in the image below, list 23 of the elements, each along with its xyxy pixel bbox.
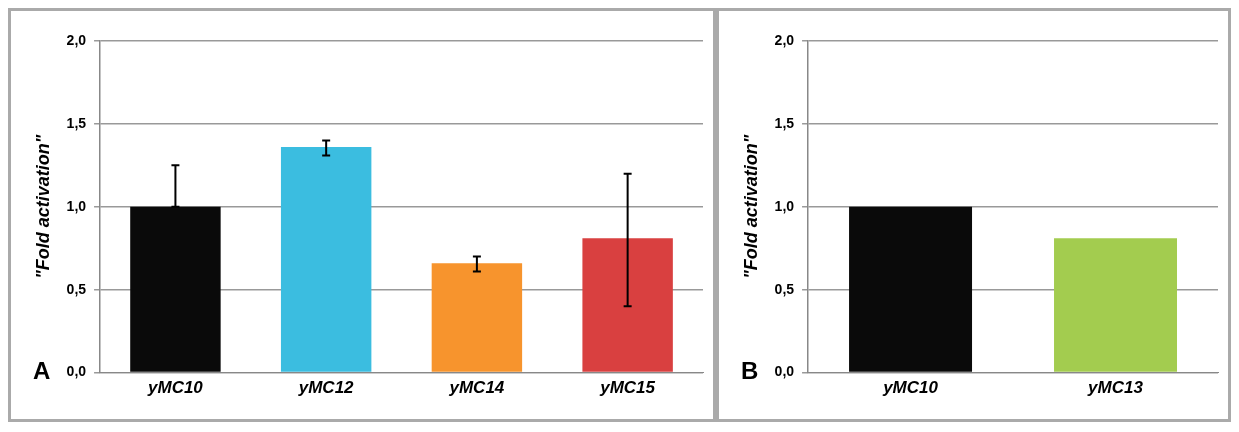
x-tick-label: yMC10: [147, 378, 204, 398]
y-tick-label: 1,0: [66, 197, 87, 214]
y-tick-label: 1,5: [66, 114, 87, 131]
y-tick-label: 0,0: [774, 363, 795, 380]
y-tick-label: 0,5: [66, 280, 87, 297]
x-tick-label: yMC13: [1087, 378, 1144, 398]
bar: [280, 147, 372, 372]
x-tick-label: yMC10: [882, 378, 939, 398]
bar: [431, 263, 523, 372]
x-tick-label: yMC14: [448, 378, 505, 398]
text: B: [741, 357, 759, 385]
y-tick-label: 0,0: [66, 363, 87, 380]
y-axis-title: "Fold activation": [32, 134, 53, 279]
y-tick-label: 2,0: [66, 31, 87, 48]
x-tick-label: yMC12: [297, 378, 355, 398]
bar: [582, 238, 673, 372]
x-tick-label: yMC15: [599, 378, 656, 398]
y-tick-label: 2,0: [774, 31, 795, 48]
y-tick-label: 1,0: [774, 197, 795, 214]
y-tick-label: 1,5: [774, 114, 795, 131]
y-axis-title: "Fold activation": [740, 134, 761, 279]
text: A: [33, 357, 51, 385]
y-tick-label: 0,5: [774, 280, 795, 297]
